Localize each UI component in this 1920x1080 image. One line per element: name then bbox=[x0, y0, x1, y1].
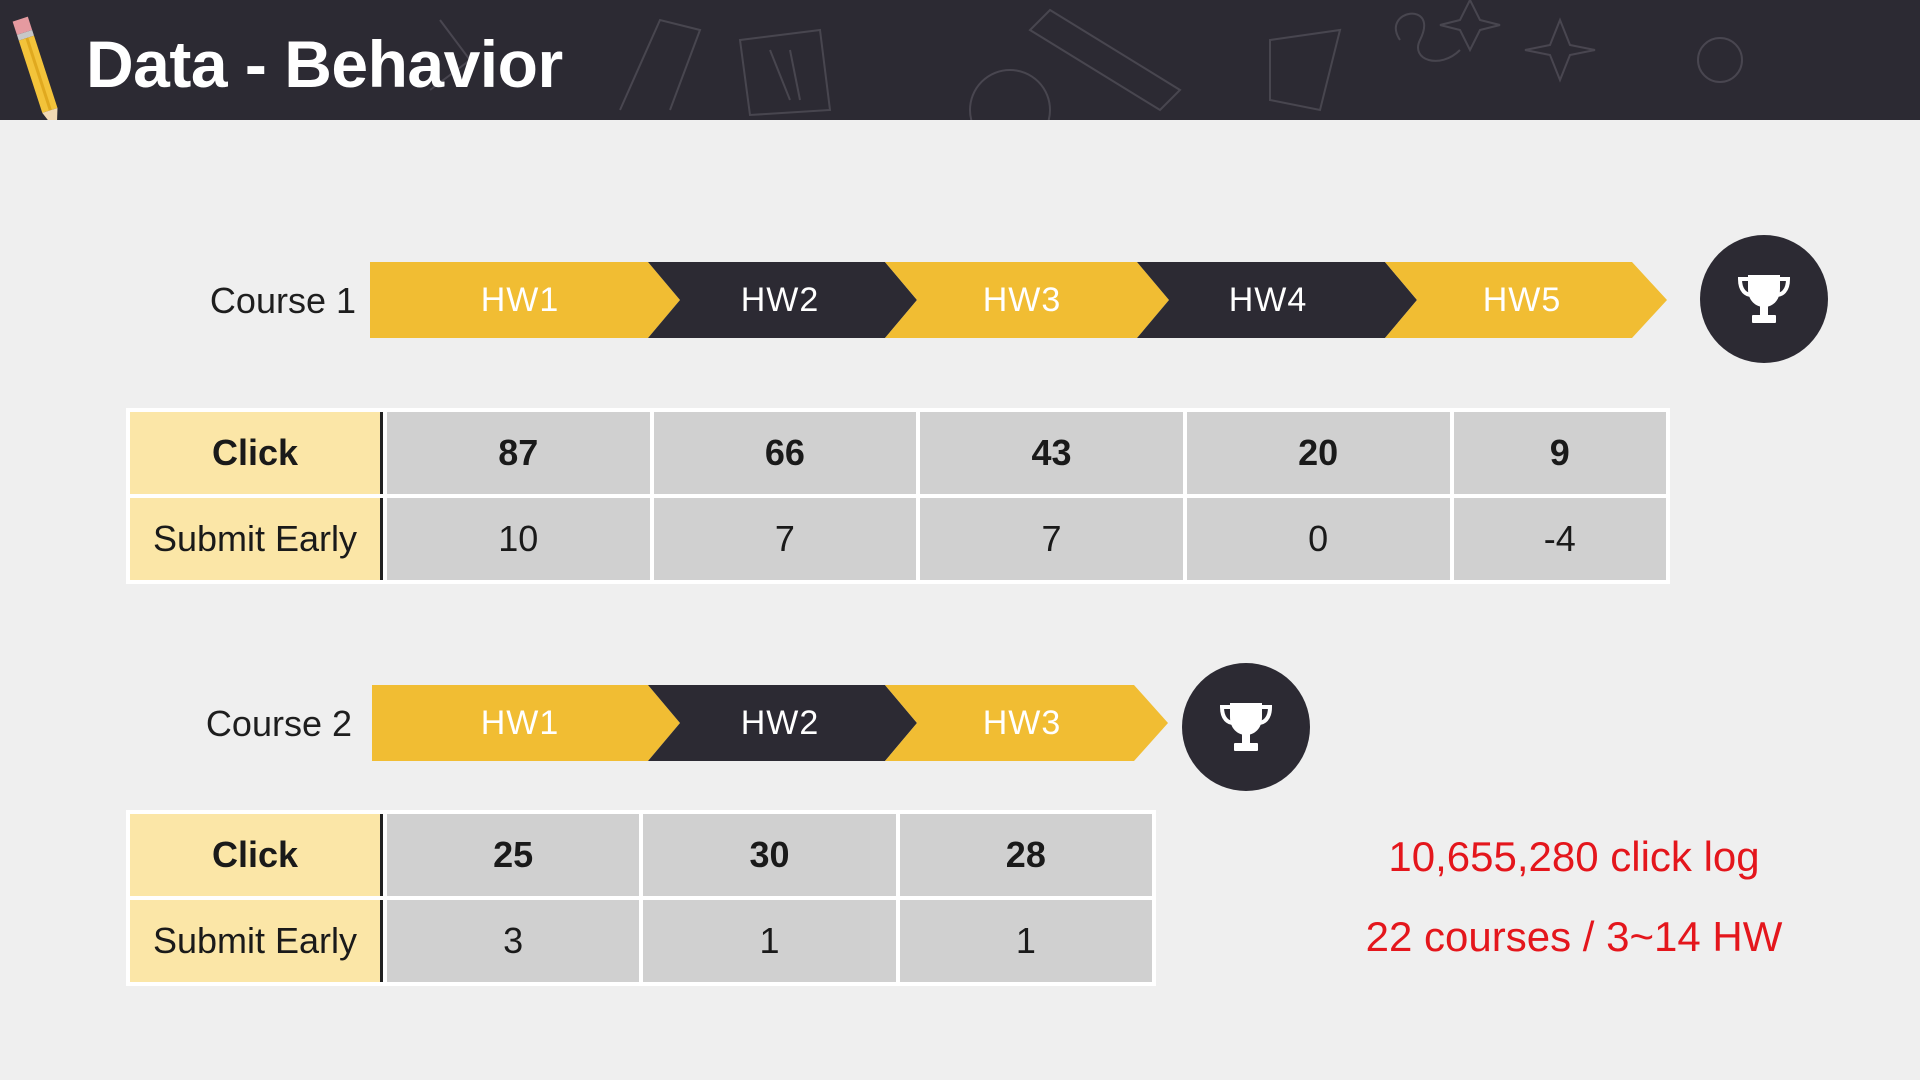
course1-hw5-chevron bbox=[1385, 262, 1667, 338]
doodle-background bbox=[429, 0, 1743, 120]
table-row: Submit Early 10 7 7 0 -4 bbox=[130, 498, 1666, 580]
course2-hw2-label: HW2 bbox=[740, 704, 820, 742]
table-row: Click 25 30 28 bbox=[130, 814, 1152, 896]
course1-trophy-badge bbox=[1700, 235, 1828, 363]
course1-hw1-chevron bbox=[370, 262, 680, 338]
table-cell: 10 bbox=[387, 498, 650, 580]
pencil-icon bbox=[12, 16, 58, 120]
table-cell: 87 bbox=[387, 412, 650, 494]
table-cell: 66 bbox=[653, 412, 917, 494]
course1-hw5-label: HW5 bbox=[1482, 281, 1562, 319]
table-cell: 7 bbox=[653, 498, 917, 580]
course2-hw3-label: HW3 bbox=[982, 704, 1062, 742]
trophy-icon bbox=[1219, 703, 1273, 751]
course1-hw3-chevron bbox=[885, 262, 1169, 338]
table-cell: 25 bbox=[387, 814, 640, 896]
course2-trophy-badge bbox=[1182, 663, 1310, 791]
course2-hw2-chevron bbox=[648, 685, 917, 761]
row-header-click: Click bbox=[130, 814, 383, 896]
courses-stat: 22 courses / 3~14 HW bbox=[1365, 913, 1783, 960]
table-cell: 3 bbox=[387, 900, 640, 982]
course1-hw2-label: HW2 bbox=[740, 281, 820, 319]
trophy-icon bbox=[1737, 275, 1791, 323]
header-bar: Data - Behavior bbox=[0, 0, 1920, 120]
course2-label: Course 2 bbox=[205, 703, 352, 744]
course1-label: Course 1 bbox=[209, 280, 356, 321]
table-cell: -4 bbox=[1453, 498, 1666, 580]
course1-hw3-label: HW3 bbox=[982, 281, 1062, 319]
page-title: Data - Behavior bbox=[86, 27, 563, 101]
course2-homework-timeline bbox=[372, 685, 1168, 761]
course2-hw1-label: HW1 bbox=[480, 704, 560, 742]
row-header-submit-early: Submit Early bbox=[130, 900, 383, 982]
row-header-submit-early: Submit Early bbox=[130, 498, 383, 580]
table-row: Click 87 66 43 20 9 bbox=[130, 412, 1666, 494]
table-cell: 20 bbox=[1186, 412, 1450, 494]
course1-hw2-chevron bbox=[648, 262, 917, 338]
table-cell: 30 bbox=[643, 814, 896, 896]
table-cell: 0 bbox=[1186, 498, 1450, 580]
table-cell: 1 bbox=[643, 900, 896, 982]
table-cell: 7 bbox=[920, 498, 1183, 580]
course1-homework-timeline bbox=[370, 262, 1667, 338]
table-row: Submit Early 3 1 1 bbox=[130, 900, 1152, 982]
course1-hw4-chevron bbox=[1137, 262, 1417, 338]
table-cell: 1 bbox=[899, 900, 1152, 982]
course1-hw1-label: HW1 bbox=[480, 281, 560, 319]
course1-hw4-label: HW4 bbox=[1228, 281, 1308, 319]
course2-table: Click 25 30 28 Submit Early 3 1 1 bbox=[126, 810, 1156, 986]
table-cell: 43 bbox=[920, 412, 1183, 494]
course2-hw3-chevron bbox=[885, 685, 1168, 761]
click-log-stat: 10,655,280 click log bbox=[1388, 833, 1760, 880]
table-cell: 28 bbox=[899, 814, 1152, 896]
table-cell: 9 bbox=[1453, 412, 1666, 494]
course1-table: Click 87 66 43 20 9 Submit Early 10 7 7 … bbox=[126, 408, 1670, 584]
row-header-click: Click bbox=[130, 412, 383, 494]
course2-hw1-chevron bbox=[372, 685, 680, 761]
